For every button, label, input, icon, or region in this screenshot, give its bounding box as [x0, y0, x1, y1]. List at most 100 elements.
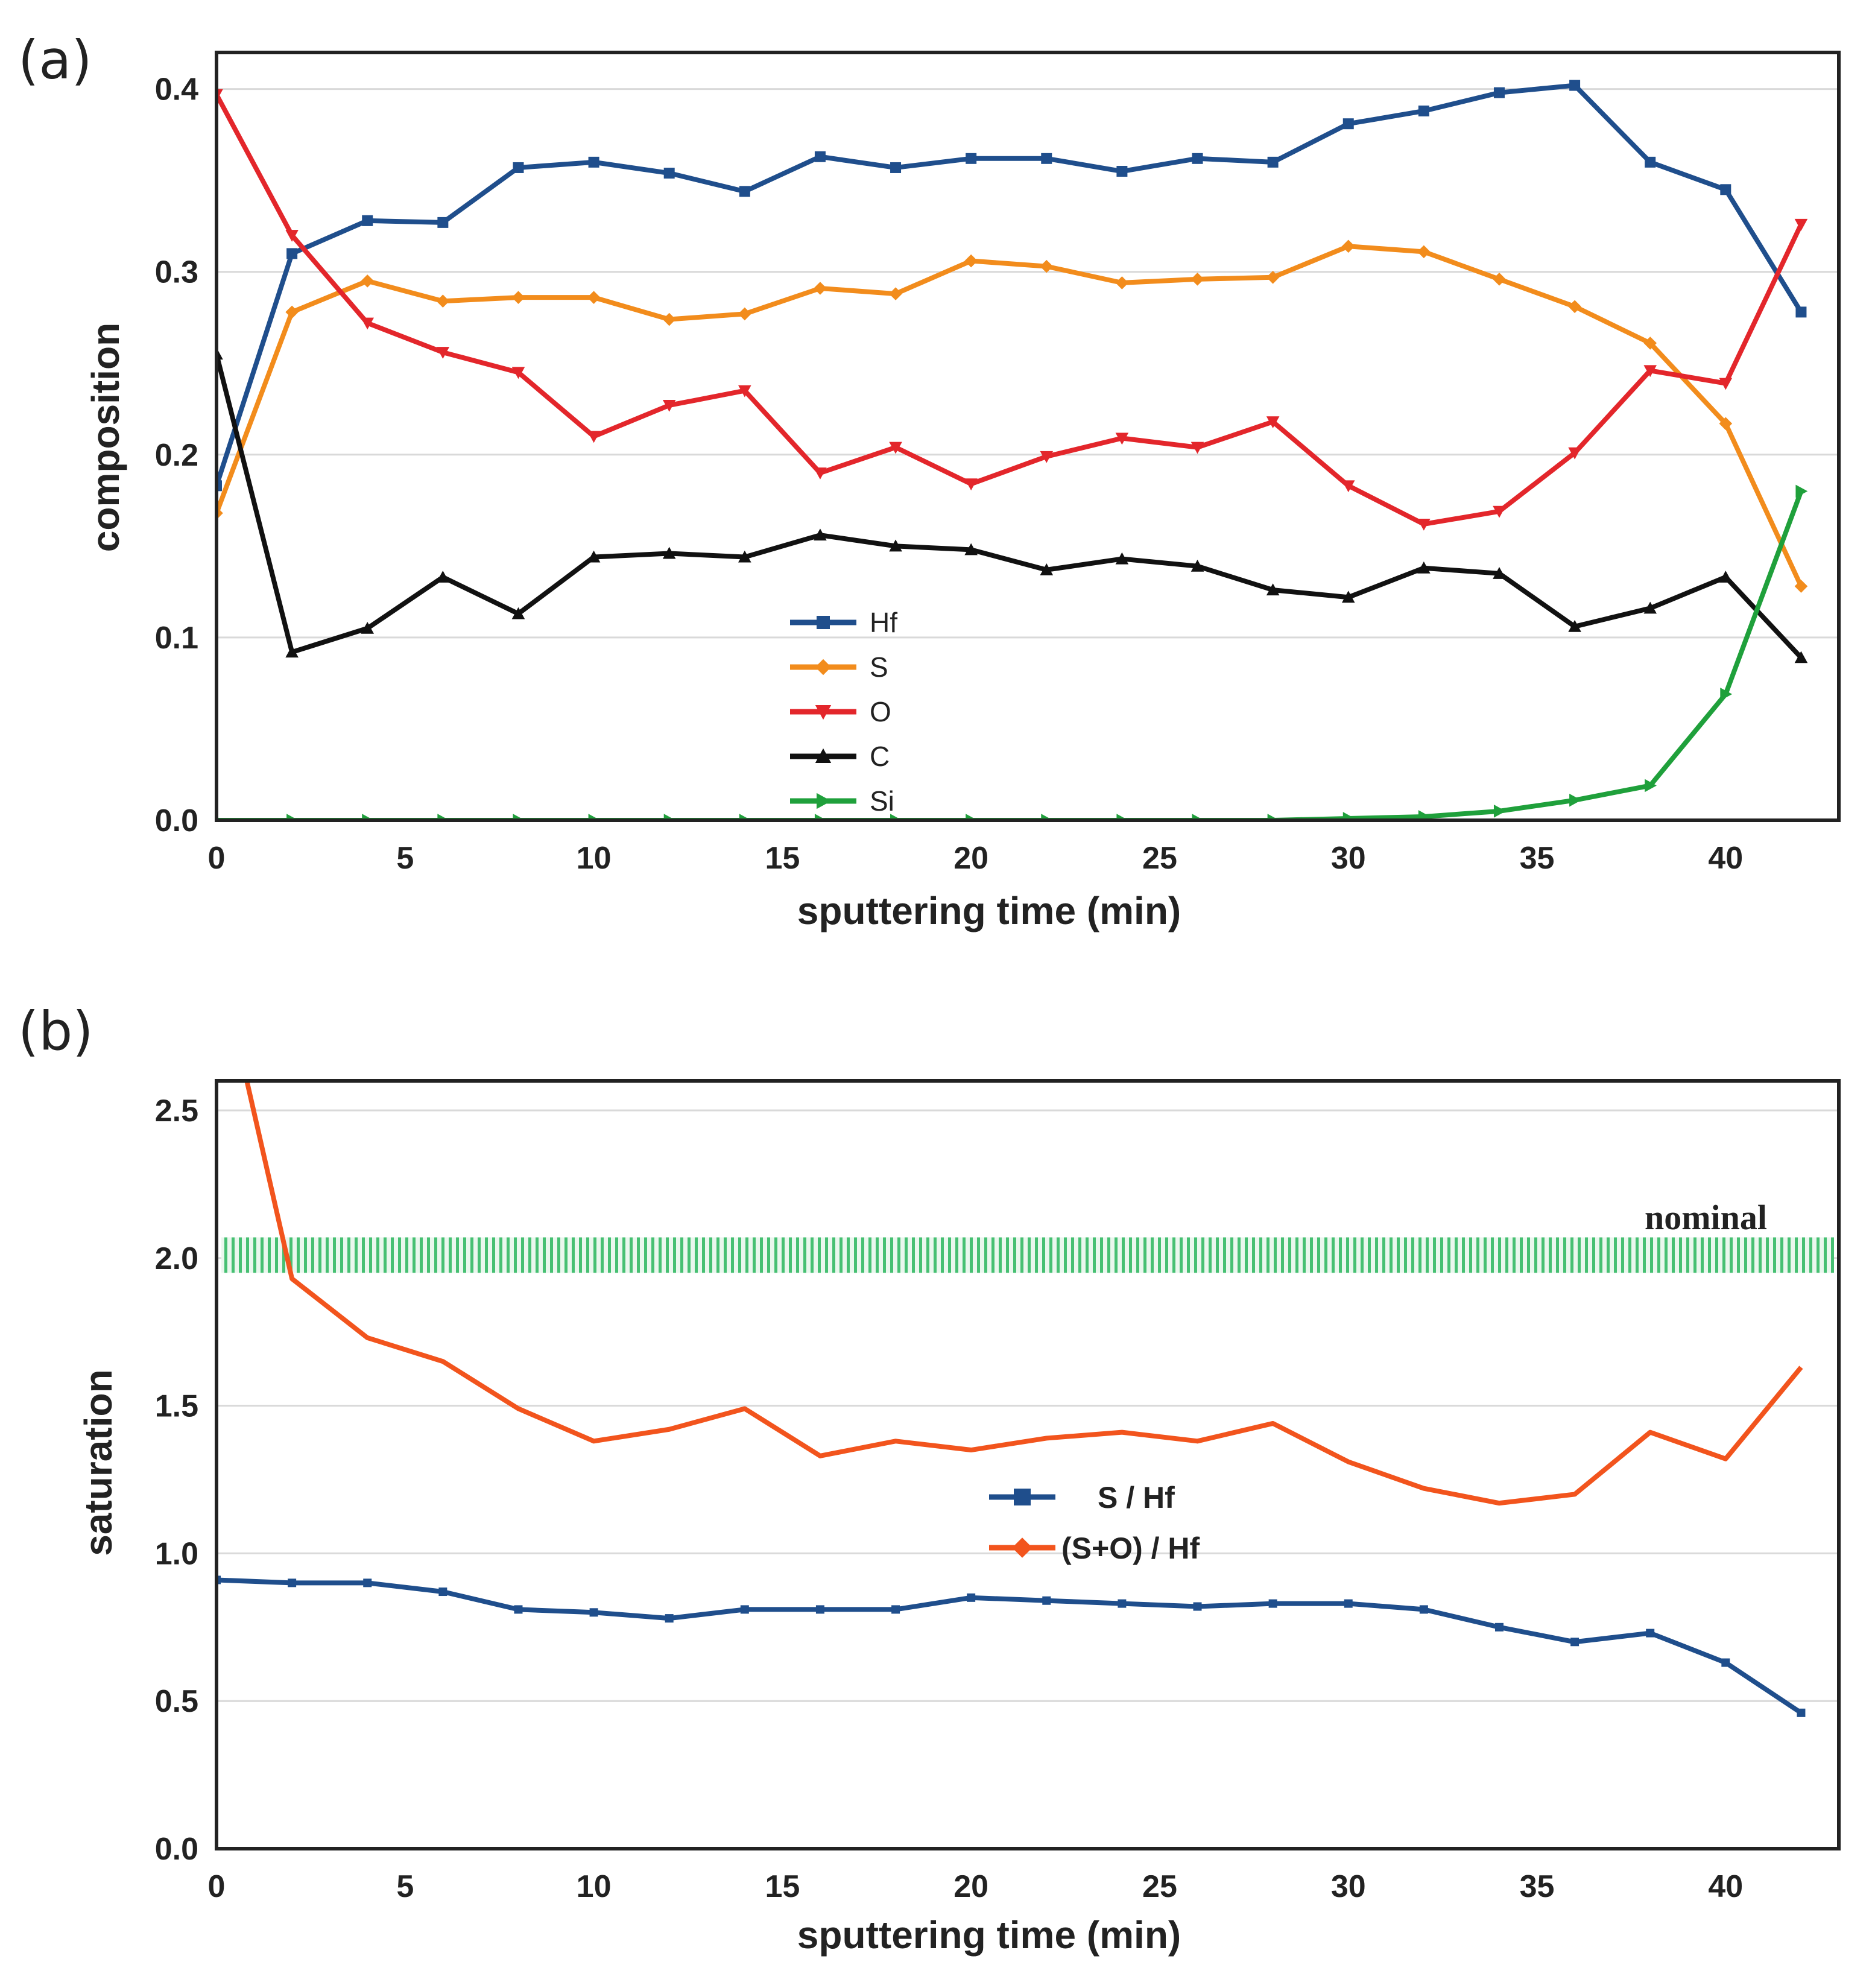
x-tick-label: 15: [765, 841, 800, 876]
data-point: [814, 467, 827, 480]
data-point: [1643, 337, 1657, 350]
x-tick-label: 30: [1331, 1869, 1366, 1904]
data-point: [1417, 561, 1431, 574]
data-point: [966, 153, 977, 164]
data-point: [1342, 812, 1355, 820]
x-tick-label: 20: [953, 841, 988, 876]
x-tick-label: 40: [1708, 1869, 1743, 1904]
data-point: [1569, 80, 1581, 91]
x-tick-label: 15: [765, 1869, 800, 1904]
data-point: [1115, 552, 1129, 565]
data-point: [1720, 688, 1733, 701]
legend-marker: [815, 705, 832, 720]
legend-label: C: [870, 741, 890, 772]
x-tick-label: 30: [1331, 841, 1366, 876]
data-point: [1795, 306, 1807, 318]
data-point: [814, 151, 826, 162]
data-point: [1493, 273, 1506, 286]
data-point: [361, 621, 375, 634]
data-point: [1568, 300, 1581, 314]
data-point: [1341, 480, 1355, 493]
data-point: [1419, 1605, 1428, 1614]
data-point: [1417, 245, 1431, 259]
data-point: [662, 399, 676, 412]
data-point: [587, 291, 601, 304]
series-line-c: [217, 353, 1803, 659]
x-tick-label: 35: [1520, 841, 1555, 876]
data-point: [662, 546, 676, 559]
data-point: [1493, 805, 1506, 818]
data-point: [1040, 259, 1054, 273]
legend-label: Si: [870, 785, 894, 817]
data-point: [511, 367, 525, 379]
data-point: [1341, 590, 1355, 603]
data-point: [288, 1578, 297, 1588]
y-axis-title-a: composition: [84, 323, 127, 552]
nominal-label: nominal: [1645, 1198, 1767, 1237]
data-point: [1116, 166, 1128, 177]
data-point: [1192, 153, 1203, 164]
series-a: [217, 80, 1808, 820]
y-tick-label: 1.5: [155, 1389, 198, 1424]
legend-label: S: [870, 651, 888, 683]
legend-marker: [815, 659, 832, 676]
nominal-band: [221, 1237, 1834, 1273]
data-point: [964, 478, 978, 491]
data-point: [1570, 1638, 1580, 1647]
y-tick-label: 0.5: [155, 1684, 198, 1719]
legend-a: Hf SOC Si: [790, 607, 897, 817]
series-line-s: [217, 244, 1804, 587]
x-tick-label: 40: [1708, 841, 1743, 876]
data-point: [1040, 451, 1054, 463]
x-tick-label: 25: [1142, 1869, 1177, 1904]
data-point: [1493, 87, 1505, 98]
plot-frame-a: [215, 51, 1841, 822]
data-point: [964, 543, 978, 556]
data-point: [1721, 1658, 1730, 1667]
nominal-band-rect: [221, 1237, 1834, 1273]
x-tick-label: 0: [208, 1869, 226, 1904]
data-point: [361, 274, 375, 288]
y-tick-label: 0.4: [155, 72, 198, 107]
data-point: [1795, 484, 1808, 498]
data-point: [663, 168, 675, 179]
data-point: [436, 347, 450, 359]
x-tick-label: 5: [396, 1869, 414, 1904]
data-point: [285, 230, 299, 242]
data-point: [889, 287, 902, 300]
x-tick-label: 10: [577, 841, 612, 876]
grid-b: [217, 1109, 1839, 1702]
data-point: [814, 282, 827, 295]
series-line-shf: [217, 1577, 1803, 1715]
data-point: [511, 291, 525, 304]
data-point: [588, 156, 599, 168]
data-point: [889, 539, 902, 552]
data-point: [217, 480, 222, 492]
grid-a: [217, 88, 1839, 639]
data-point: [1191, 442, 1204, 454]
data-point: [1797, 1708, 1806, 1717]
series-line-sohf: [244, 1081, 1803, 1506]
data-point: [587, 550, 601, 563]
data-point: [1191, 559, 1204, 572]
legend-marker: [815, 748, 832, 763]
data-point: [815, 1605, 824, 1614]
series-line-hf: [217, 83, 1803, 487]
data-point: [1191, 273, 1204, 286]
data-point: [1794, 218, 1808, 231]
y-tick-label: 2.5: [155, 1094, 198, 1129]
data-point: [890, 162, 902, 173]
x-tick-label: 10: [577, 1869, 612, 1904]
y-axis-title-b: saturation: [77, 1369, 120, 1556]
x-ticks-a: 0 5 10 15 20 25 30 35 40: [208, 841, 1744, 876]
plot-frame-b: [215, 1079, 1841, 1850]
x-tick-label: 25: [1142, 841, 1177, 876]
data-point: [587, 431, 601, 443]
data-point: [1646, 1629, 1655, 1638]
data-point: [1494, 1622, 1504, 1632]
x-axis-title-a: sputtering time (min): [797, 889, 1181, 932]
data-point: [1719, 417, 1733, 431]
data-point: [286, 248, 298, 259]
legend-marker: [817, 616, 830, 629]
